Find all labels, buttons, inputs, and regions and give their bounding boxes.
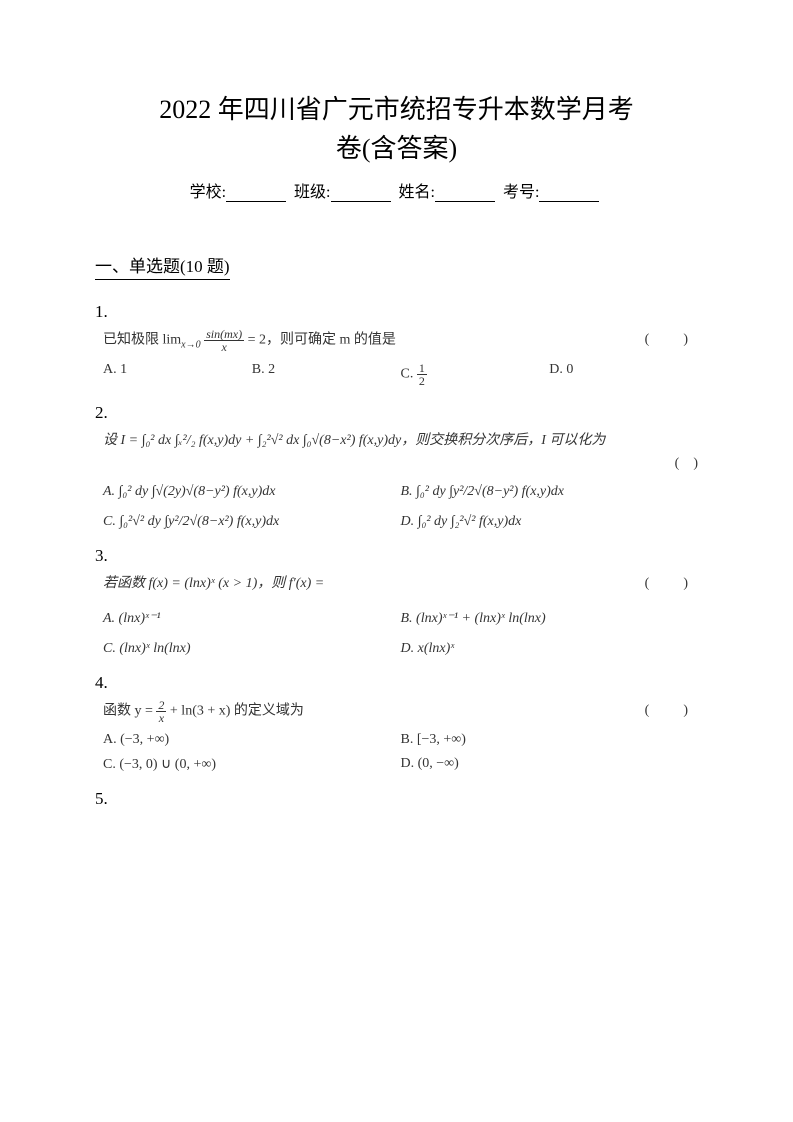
name-label: 姓名: [399, 184, 435, 201]
class-blank [331, 187, 391, 202]
q1-stem-post: = 2，则可确定 m 的值是 [248, 333, 396, 348]
id-blank [539, 187, 599, 202]
q2-paren: ( ) [675, 456, 698, 471]
q4-stem: 函数 y = 2 x + ln(3 + x) 的定义域为 ( ) [103, 699, 698, 724]
q3-options-row1: A. (lnx)ˣ⁻¹ B. (lnx)ˣ⁻¹ + (lnx)ˣ ln(lnx) [103, 610, 698, 627]
question-5: 5. [95, 789, 698, 809]
q3-stem-text: 若函数 f(x) = (lnx)ˣ (x > 1)，则 f′(x) = [103, 576, 324, 591]
q3-options-row2: C. (lnx)ˣ ln(lnx) D. x(lnx)ˣ [103, 641, 698, 657]
q3-opt-c: C. (lnx)ˣ ln(lnx) [103, 641, 401, 657]
q4-opt-a: A. (−3, +∞) [103, 732, 401, 748]
question-3: 3. 若函数 f(x) = (lnx)ˣ (x > 1)，则 f′(x) = (… [95, 546, 698, 657]
q1-opt-b: B. 2 [252, 362, 401, 387]
section-1-title: 一、单选题(10 题) [95, 252, 230, 280]
q1-c-den: 2 [417, 375, 427, 387]
q2-paren-row: ( ) [103, 452, 698, 476]
q4-stem-post: + ln(3 + x) 的定义域为 [170, 704, 304, 719]
q2-opt-b: B. ∫₀² dy ∫y²/2√(8−y²) f(x,y)dx [401, 484, 699, 500]
spacer [95, 500, 698, 506]
q3-opt-d: D. x(lnx)ˣ [401, 641, 699, 657]
q1-lim-sub: x→0 [181, 340, 200, 351]
q3-opt-b: B. (lnx)ˣ⁻¹ + (lnx)ˣ ln(lnx) [401, 610, 699, 627]
q2-number: 2. [95, 403, 698, 423]
question-2: 2. 设 I = ∫₀² dx ∫ₓ²/₂ f(x,y)dy + ∫₂²√² d… [95, 403, 698, 531]
q1-c-frac: 1 2 [417, 362, 427, 387]
q2-options-row1: A. ∫₀² dy ∫√(2y)√(8−y²) f(x,y)dx B. ∫₀² … [103, 484, 698, 500]
q1-lim: lim [163, 333, 182, 348]
q2-opt-d: D. ∫₀² dy ∫₂²√² f(x,y)dx [401, 514, 699, 530]
q2-opt-a: A. ∫₀² dy ∫√(2y)√(8−y²) f(x,y)dx [103, 484, 401, 500]
info-line: 学校: 班级: 姓名: 考号: [95, 178, 698, 202]
q1-paren: ( ) [645, 328, 698, 352]
q4-stem-pre: 函数 y = [103, 704, 156, 719]
q4-number: 4. [95, 673, 698, 693]
q4-frac-num: 2 [156, 699, 166, 712]
q1-stem: 已知极限 limx→0 sin(mx) x = 2，则可确定 m 的值是 ( ) [103, 328, 698, 354]
q1-opt-d: D. 0 [549, 362, 698, 387]
school-label: 学校: [190, 184, 226, 201]
school-blank [226, 187, 286, 202]
page-title: 2022 年四川省广元市统招专升本数学月考 卷(含答案) [95, 90, 698, 168]
q4-frac-den: x [156, 712, 166, 724]
q3-opt-a: A. (lnx)ˣ⁻¹ [103, 610, 401, 627]
q1-options: A. 1 B. 2 C. 1 2 D. 0 [103, 362, 698, 387]
q4-opt-c: C. (−3, 0) ∪ (0, +∞) [103, 756, 401, 773]
q4-paren: ( ) [645, 699, 698, 723]
id-label: 考号: [503, 184, 539, 201]
class-label: 班级: [294, 184, 330, 201]
q4-options-row1: A. (−3, +∞) B. [−3, +∞) [103, 732, 698, 748]
q1-c-num: 1 [417, 362, 427, 375]
question-1: 1. 已知极限 limx→0 sin(mx) x = 2，则可确定 m 的值是 … [95, 302, 698, 387]
q4-frac: 2 x [156, 699, 166, 724]
q1-opt-a: A. 1 [103, 362, 252, 387]
name-blank [435, 187, 495, 202]
title-line-1: 2022 年四川省广元市统招专升本数学月考 [159, 95, 634, 124]
q1-c-pre: C. [401, 366, 417, 381]
q1-opt-c: C. 1 2 [401, 362, 550, 387]
q1-stem-pre: 已知极限 [103, 333, 159, 348]
question-4: 4. 函数 y = 2 x + ln(3 + x) 的定义域为 ( ) A. (… [95, 673, 698, 773]
q3-paren: ( ) [645, 572, 698, 596]
section-1-header: 一、单选题(10 题) [95, 252, 698, 292]
title-line-2: 卷(含答案) [336, 134, 457, 163]
q1-frac-den: x [204, 341, 244, 353]
q2-opt-c: C. ∫₀²√² dy ∫y²/2√(8−x²) f(x,y)dx [103, 514, 401, 530]
q3-stem: 若函数 f(x) = (lnx)ˣ (x > 1)，则 f′(x) = ( ) [103, 572, 698, 596]
q4-opt-d: D. (0, −∞) [401, 756, 699, 773]
q2-stem: 设 I = ∫₀² dx ∫ₓ²/₂ f(x,y)dy + ∫₂²√² dx ∫… [103, 429, 698, 477]
q1-frac: sin(mx) x [204, 328, 244, 353]
q2-stem-text: 设 I = ∫₀² dx ∫ₓ²/₂ f(x,y)dy + ∫₂²√² dx ∫… [103, 433, 605, 448]
q4-opt-b: B. [−3, +∞) [401, 732, 699, 748]
q2-options-row2: C. ∫₀²√² dy ∫y²/2√(8−x²) f(x,y)dx D. ∫₀²… [103, 514, 698, 530]
q5-number: 5. [95, 789, 698, 809]
q1-number: 1. [95, 302, 698, 322]
q3-number: 3. [95, 546, 698, 566]
q4-options-row2: C. (−3, 0) ∪ (0, +∞) D. (0, −∞) [103, 756, 698, 773]
